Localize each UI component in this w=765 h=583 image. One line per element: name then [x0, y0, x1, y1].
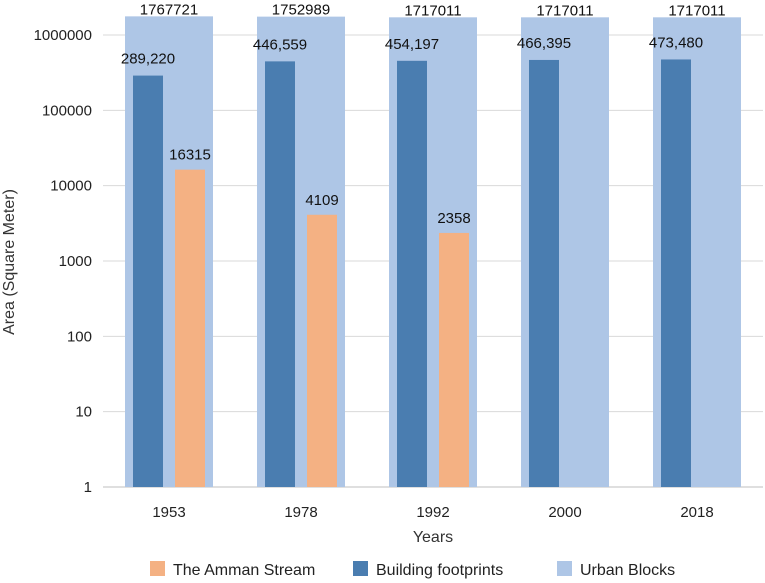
amman-stream-series — [175, 169, 469, 488]
y-tick-label: 10 — [75, 404, 92, 421]
legend-swatch — [353, 561, 368, 576]
legend-swatch — [150, 561, 165, 576]
amman-stream-data-label: 16315 — [169, 147, 211, 164]
y-axis-title: Area (Square Meter) — [1, 189, 18, 335]
x-tick-label: 1953 — [152, 504, 185, 521]
urban-blocks-data-label: 1717011 — [404, 2, 461, 19]
building-footprints-bar — [397, 60, 427, 488]
legend-label: Building footprints — [376, 562, 503, 579]
amman-stream-data-label: 2358 — [437, 210, 470, 227]
amman-stream-data-label: 4109 — [305, 192, 338, 209]
urban-blocks-data-label: 1717011 — [536, 2, 593, 19]
legend-label: The Amman Stream — [173, 562, 315, 579]
y-tick-label: 100 — [67, 328, 92, 345]
amman-stream-bar — [439, 232, 469, 487]
x-axis-title: Years — [413, 529, 453, 546]
y-tick-label: 1000 — [59, 253, 92, 270]
building-footprints-bar — [265, 61, 295, 487]
urban-blocks-data-label: 1767721 — [140, 1, 198, 18]
amman-stream-bar — [175, 169, 205, 487]
y-tick-label: 1 — [84, 479, 92, 496]
building-footprints-series — [133, 59, 691, 488]
building-footprints-data-label: 289,220 — [121, 51, 175, 68]
building-footprints-data-label: 466,395 — [517, 35, 571, 52]
building-footprints-bar — [529, 59, 559, 488]
y-tick-label: 1000000 — [34, 27, 92, 44]
legend-swatch — [557, 561, 572, 576]
x-tick-label: 2018 — [680, 504, 713, 521]
urban-blocks-series — [125, 16, 741, 488]
y-tick-label: 100000 — [42, 102, 92, 119]
building-footprints-data-label: 473,480 — [649, 34, 703, 51]
building-footprints-bar — [661, 59, 691, 488]
x-tick-label: 2000 — [548, 504, 581, 521]
urban-blocks-data-label: 1752989 — [272, 2, 330, 19]
x-tick-label: 1978 — [284, 504, 317, 521]
building-footprints-data-label: 446,559 — [253, 36, 307, 53]
legend: The Amman Stream Building footprints Urban… — [150, 561, 675, 579]
legend-label: Urban Blocks — [580, 562, 675, 579]
y-tick-label: 10000 — [50, 178, 92, 195]
data-labels: 1767721 1752989 1717011 1717011 1717011 289,2… — [121, 1, 726, 227]
axis-ticks: 1 10 100 1000 10000 100000 1000000 1953 1978 1992… — [34, 27, 714, 521]
urban-blocks-data-label: 1717011 — [668, 2, 725, 19]
building-footprints-data-label: 454,197 — [385, 36, 439, 53]
x-tick-label: 1992 — [416, 504, 449, 521]
amman-stream-bar — [307, 214, 337, 488]
building-footprints-bar — [133, 75, 163, 487]
